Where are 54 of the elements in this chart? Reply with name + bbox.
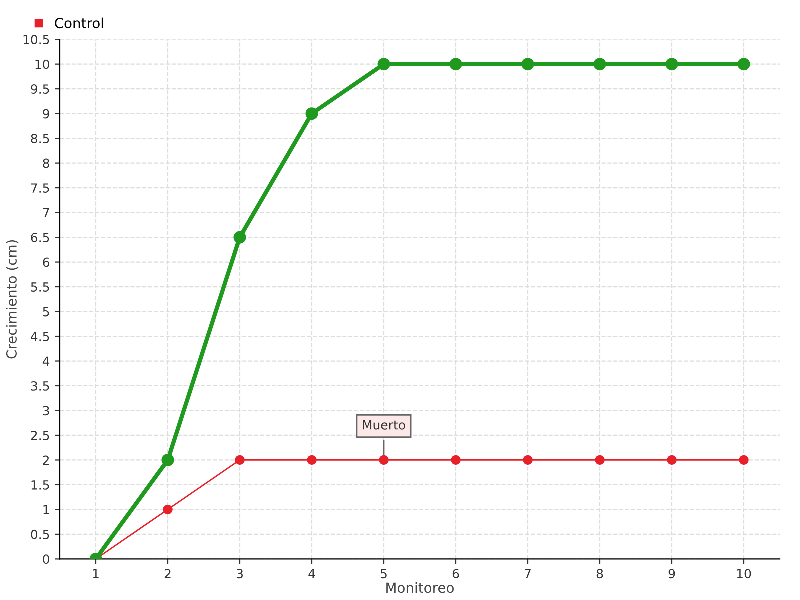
annotation: Muerto bbox=[363, 420, 406, 430]
y-tick-label: 1.5 bbox=[32, 480, 50, 490]
point bbox=[378, 58, 390, 71]
y-tick-label: 2 bbox=[43, 456, 50, 465]
y-tick-label: 9 bbox=[43, 109, 50, 119]
x-tick-label: 8 bbox=[596, 569, 604, 579]
point bbox=[594, 58, 606, 71]
point bbox=[235, 455, 245, 466]
y-tick-label: 5.5 bbox=[31, 282, 50, 292]
point bbox=[738, 58, 750, 71]
point bbox=[451, 455, 461, 466]
y-tick-label: 2.5 bbox=[31, 430, 50, 440]
point bbox=[522, 58, 534, 71]
y-tick-label: 7.5 bbox=[31, 184, 50, 193]
y-tick-label: 5 bbox=[43, 307, 50, 317]
point bbox=[666, 58, 678, 71]
x-tick-label: 3 bbox=[236, 569, 243, 579]
y-axis-title: Crecimiento (cm) bbox=[6, 240, 19, 359]
point bbox=[523, 455, 533, 466]
point bbox=[163, 504, 173, 515]
x-tick-label: 7 bbox=[525, 569, 531, 578]
point bbox=[162, 454, 174, 466]
y-tick-label: 0 bbox=[43, 554, 50, 564]
point bbox=[667, 455, 677, 466]
y-tick-label: 6 bbox=[43, 258, 50, 268]
x-axis-title: Monitoreo bbox=[386, 582, 454, 594]
point bbox=[234, 231, 246, 244]
y-tick-label: 4 bbox=[42, 356, 50, 366]
y-tick-label: 6.5 bbox=[31, 233, 50, 242]
x-tick-label: 5 bbox=[380, 569, 387, 579]
point bbox=[379, 455, 389, 466]
y-tick-label: 7 bbox=[43, 208, 50, 218]
x-tick-label: 9 bbox=[668, 569, 676, 579]
y-tick-label: 8 bbox=[43, 158, 50, 168]
x-tick-label: 10 bbox=[737, 569, 752, 579]
x-tick-label: 2 bbox=[164, 569, 171, 578]
x-tick-label: 1 bbox=[93, 569, 99, 578]
point bbox=[450, 58, 462, 71]
y-tick-label: 0.5 bbox=[31, 530, 50, 540]
y-tick-label: 3.5 bbox=[31, 381, 50, 391]
x-tick-label: 4 bbox=[308, 569, 316, 578]
y-tick-label: 9.5 bbox=[31, 84, 50, 94]
y-tick-label: 10 bbox=[36, 60, 50, 70]
point bbox=[306, 108, 318, 120]
y-tick-label: 8.5 bbox=[31, 134, 50, 144]
legend-label: Control bbox=[55, 18, 104, 29]
y-tick-label: 10.5 bbox=[24, 35, 50, 45]
y-tick-label: 4.5 bbox=[31, 332, 50, 342]
point bbox=[595, 455, 605, 466]
point bbox=[739, 455, 749, 466]
y-tick-label: 3 bbox=[43, 406, 50, 416]
point bbox=[307, 455, 317, 466]
x-tick-label: 6 bbox=[452, 569, 460, 579]
y-tick-label: 1 bbox=[44, 505, 50, 514]
